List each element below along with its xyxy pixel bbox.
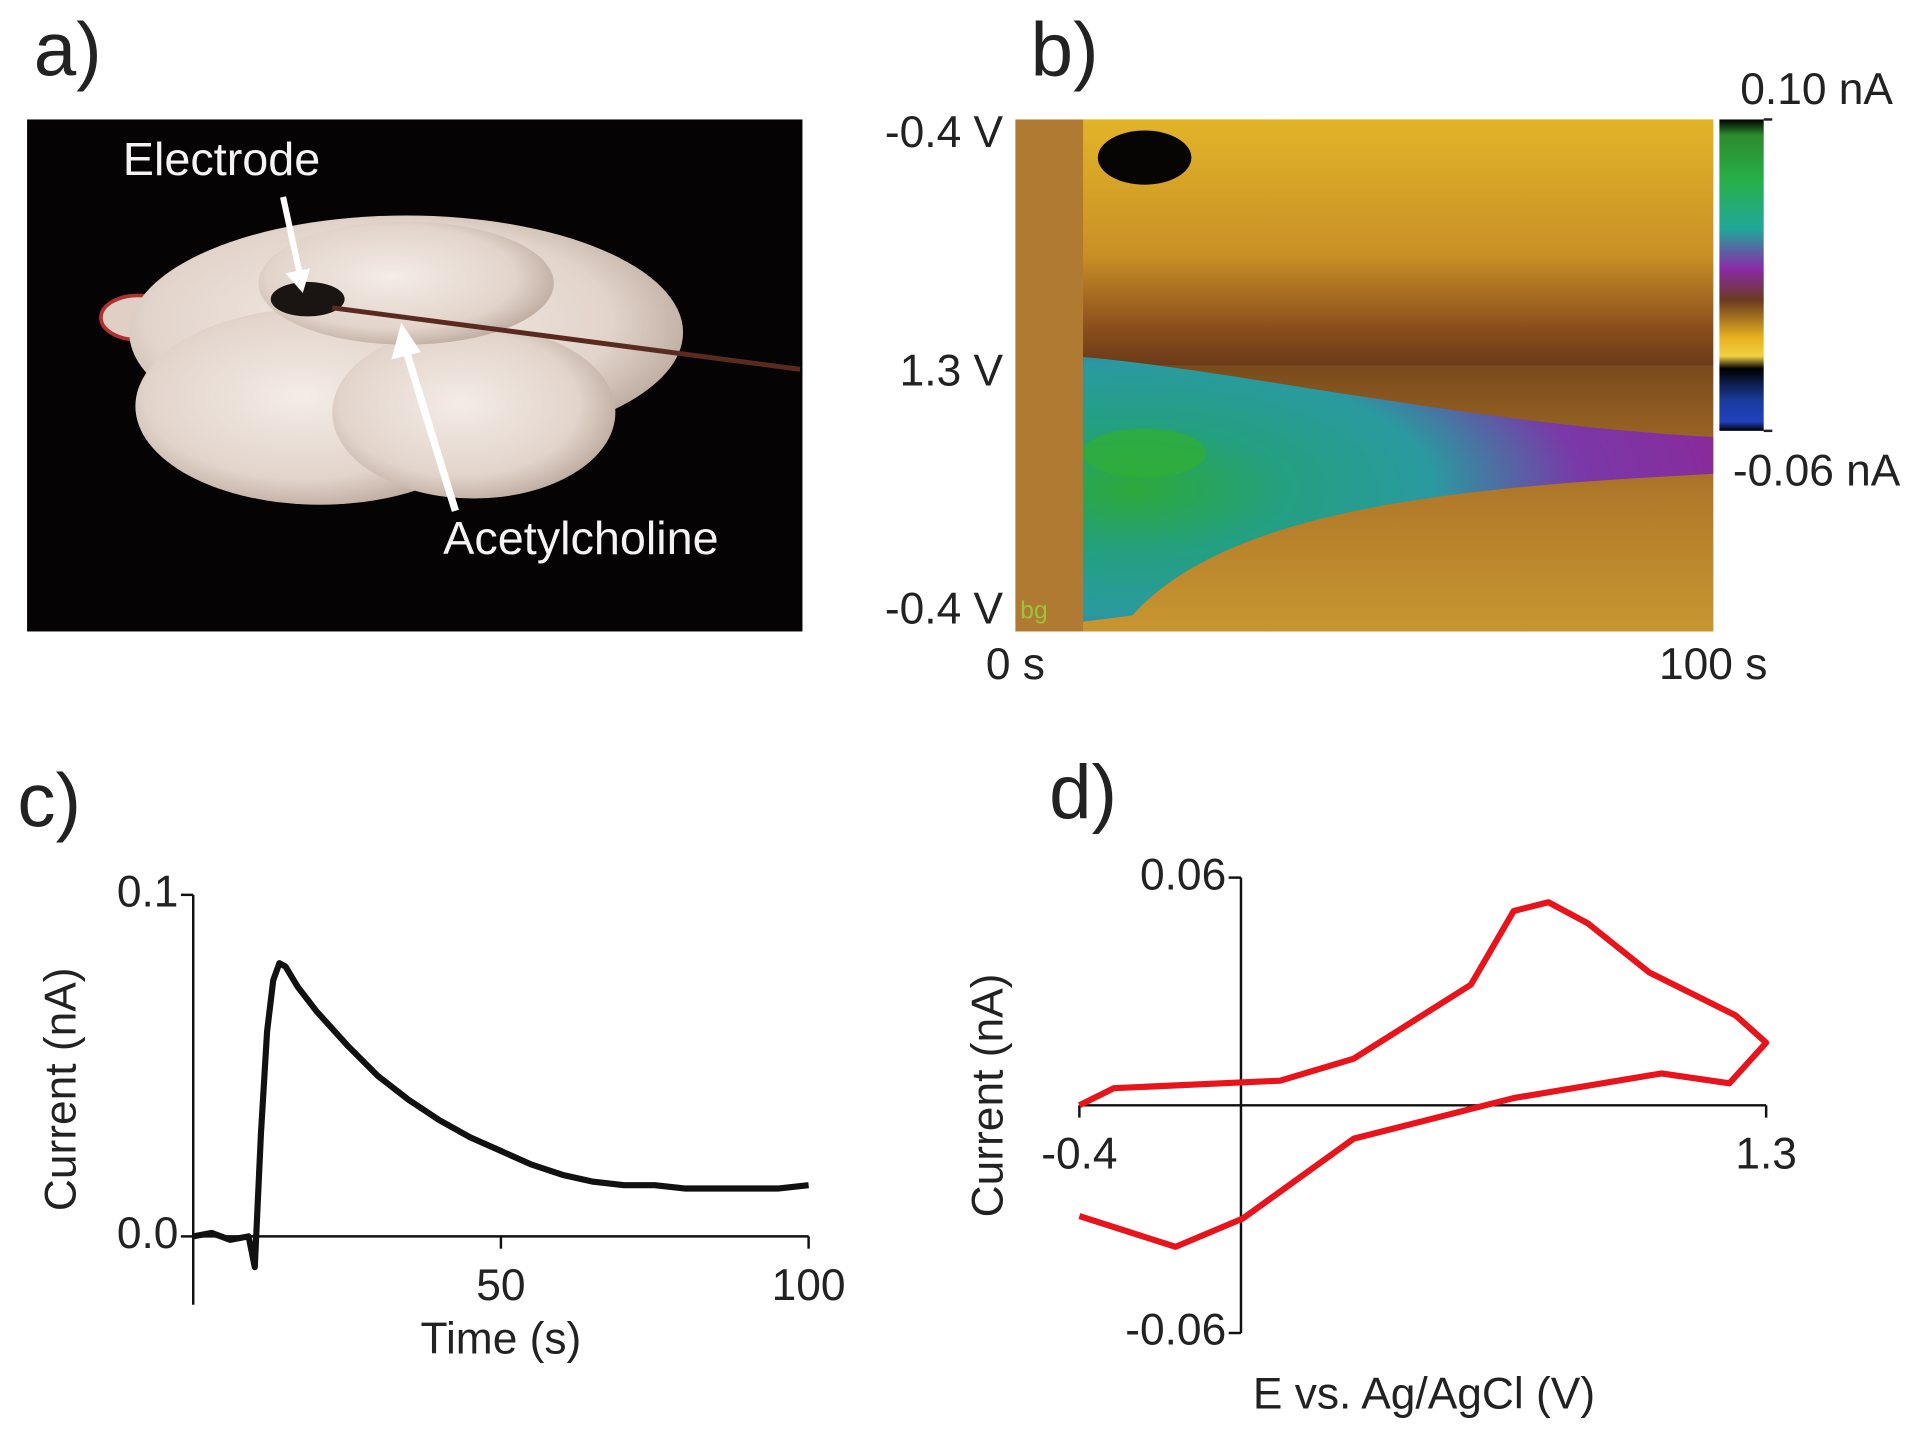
panel-label: a) [34,8,102,93]
data-line [192,960,809,1271]
y-tick-label: -0.06 [1125,1306,1226,1355]
y-axis-label: Current (nA) [963,974,1012,1218]
y-tick-label: 0.1 [117,868,179,917]
x-tick-label: 50 [476,1261,525,1310]
colorbar-tick-label: 0.10 nA [1740,65,1893,114]
y-tick-label: -0.4 V [885,584,1004,633]
color-plot [1015,119,1714,632]
photo [27,119,803,632]
x-tick-label: 100 s [1659,640,1767,689]
x-axis-label: Time (s) [421,1314,582,1363]
x-tick-label: -0.4 [1041,1130,1117,1179]
y-tick-label: 0.06 [1140,850,1226,899]
x-axis-label: E vs. Ag/AgCl (V) [1253,1370,1595,1419]
panel-label: b) [1031,8,1099,93]
panel-label: c) [17,758,81,843]
data-line [1078,899,1770,1250]
colorbar-tick-label: -0.06 nA [1733,447,1901,496]
y-tick-label: 1.3 V [900,346,1004,395]
photo-annotation: Acetylcholine [443,512,718,564]
y-tick-label: -0.4 V [885,108,1004,157]
photo-annotation: Electrode [123,133,321,185]
x-tick-label: 100 [772,1261,846,1310]
x-tick-label: 0 s [986,640,1045,689]
colorbar [1719,119,1764,431]
y-tick-label: 0.0 [117,1209,179,1258]
plot-annotation: bg [1020,597,1047,624]
y-axis-label: Current (nA) [37,967,86,1211]
x-tick-label: 1.3 [1735,1130,1797,1179]
panel-label: d) [1049,750,1117,835]
